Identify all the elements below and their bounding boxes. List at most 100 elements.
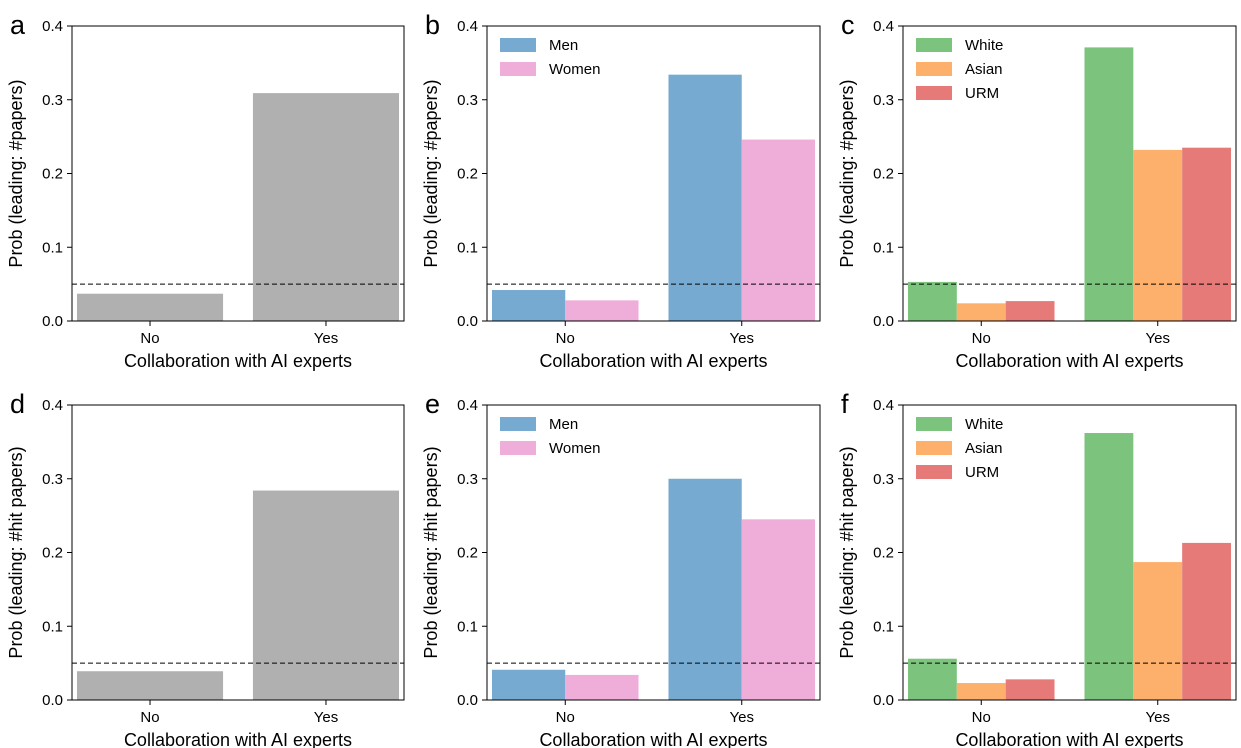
y-tick-label: 0.2: [42, 166, 63, 183]
y-tick-label: 0.0: [457, 692, 478, 709]
y-tick-label: 0.3: [873, 92, 894, 109]
x-tick-label-yes: Yes: [314, 709, 338, 726]
x-tick-label-no: No: [972, 709, 991, 726]
y-tick-label: 0.1: [873, 239, 894, 256]
y-tick-label: 0.1: [42, 618, 63, 635]
y-tick-label: 0.3: [457, 92, 478, 109]
legend-label-asian: Asian: [965, 440, 1003, 457]
legend-swatch-men: [500, 38, 536, 52]
legend-label-asian: Asian: [965, 61, 1003, 78]
bar-no-asian: [956, 303, 1006, 321]
y-tick-label: 0.0: [457, 313, 478, 330]
legend-label-women: Women: [549, 440, 600, 457]
bar-no-urm: [1005, 301, 1055, 321]
x-tick-label-yes: Yes: [1146, 709, 1170, 726]
bar-yes-urm: [1182, 542, 1232, 700]
legend: Men Women: [500, 416, 600, 457]
bar-yes-white: [1084, 47, 1134, 321]
axes-frame: [71, 404, 405, 701]
x-axis-label: Collaboration with AI experts: [124, 351, 352, 371]
y-tick-label: 0.4: [457, 18, 478, 35]
legend-label-men: Men: [549, 37, 578, 54]
x-tick-label-yes: Yes: [730, 330, 754, 347]
legend: White Asian URM: [916, 37, 1003, 102]
chart-panel-e: No Yes 0.0 0.1 0.2 0.3 0.4 Collaboration with A…: [421, 389, 821, 748]
bar-yes-women: [741, 519, 816, 700]
y-tick-label: 0.2: [457, 545, 478, 562]
chart-panel-b: No Yes 0.0 0.1 0.2 0.3 0.4 Collaboration with A…: [421, 10, 821, 371]
legend: Men Women: [500, 37, 600, 78]
panel-letter: e: [425, 389, 440, 419]
axes-frame: [902, 404, 1237, 701]
legend-label-urm: URM: [965, 464, 999, 481]
chart-panel-d: No Yes 0.0 0.1 0.2 0.3 0.4 Collaboration with A…: [6, 389, 405, 748]
y-tick-label: 0.1: [457, 239, 478, 256]
y-axis-label: Prob (leading: #hit papers): [6, 446, 26, 658]
y-tick-label: 0.4: [873, 397, 894, 414]
chart-panel-f: No Yes 0.0 0.1 0.2 0.3 0.4 Collaboration with A…: [837, 389, 1237, 748]
panel-letter: c: [841, 10, 855, 40]
bar-no-asian: [956, 683, 1006, 700]
y-tick-label: 0.3: [457, 471, 478, 488]
bar-no-women: [565, 300, 639, 321]
legend-swatch-white: [916, 38, 952, 52]
y-axis-label: Prob (leading: #papers): [421, 79, 441, 267]
x-tick-label-yes: Yes: [1146, 330, 1170, 347]
y-tick-label: 0.4: [873, 18, 894, 35]
y-tick-label: 0.1: [457, 618, 478, 635]
y-tick-label: 0.4: [42, 18, 63, 35]
legend-label-urm: URM: [965, 85, 999, 102]
y-tick-label: 0.1: [42, 239, 63, 256]
y-tick-label: 0.0: [873, 313, 894, 330]
y-tick-label: 0.3: [873, 471, 894, 488]
legend-swatch-white: [916, 417, 952, 431]
bar-yes-value: [252, 93, 400, 321]
panel-letter: a: [10, 10, 26, 40]
panel-letter: d: [10, 389, 25, 419]
bar-yes-women: [741, 139, 816, 321]
legend-swatch-women: [500, 62, 536, 76]
legend-swatch-men: [500, 417, 536, 431]
x-tick-label-no: No: [556, 709, 575, 726]
panel-letter: f: [841, 389, 849, 419]
x-tick-label-no: No: [972, 330, 991, 347]
legend-swatch-women: [500, 441, 536, 455]
bar-yes-urm: [1182, 147, 1232, 321]
x-axis-label: Collaboration with AI experts: [539, 730, 767, 748]
bar-yes-asian: [1133, 149, 1183, 321]
legend-label-women: Women: [549, 61, 600, 78]
y-tick-label: 0.4: [42, 397, 63, 414]
y-tick-label: 0.0: [42, 692, 63, 709]
y-tick-label: 0.3: [42, 471, 63, 488]
y-tick-label: 0.2: [873, 166, 894, 183]
legend-label-men: Men: [549, 416, 578, 433]
legend-swatch-asian: [916, 62, 952, 76]
bar-yes-men: [668, 74, 742, 321]
x-tick-label-no: No: [140, 709, 159, 726]
legend-swatch-urm: [916, 465, 952, 479]
y-axis-label: Prob (leading: #papers): [6, 79, 26, 267]
x-axis-label: Collaboration with AI experts: [124, 730, 352, 748]
y-axis-label: Prob (leading: #hit papers): [837, 446, 857, 658]
bar-no-men: [491, 669, 566, 700]
bar-yes-men: [668, 478, 742, 700]
x-axis-label: Collaboration with AI experts: [955, 730, 1183, 748]
bar-no-urm: [1005, 679, 1055, 700]
y-tick-label: 0.4: [457, 397, 478, 414]
bar-no-women: [565, 674, 639, 700]
bar-yes-white: [1084, 433, 1134, 700]
legend-swatch-asian: [916, 441, 952, 455]
axes-frame: [486, 404, 821, 701]
bar-yes-value: [252, 490, 400, 700]
x-tick-label-no: No: [556, 330, 575, 347]
axes-frame: [902, 25, 1237, 322]
legend-swatch-urm: [916, 86, 952, 100]
bar-no-value: [76, 293, 224, 321]
y-tick-label: 0.1: [873, 618, 894, 635]
bar-no-value: [76, 671, 224, 700]
bar-yes-asian: [1133, 562, 1183, 700]
legend-label-white: White: [965, 37, 1003, 54]
chart-panel-a: No Yes 0.0 0.1 0.2 0.3 0.4 Collaboration with A…: [6, 10, 405, 371]
y-tick-label: 0.2: [457, 166, 478, 183]
